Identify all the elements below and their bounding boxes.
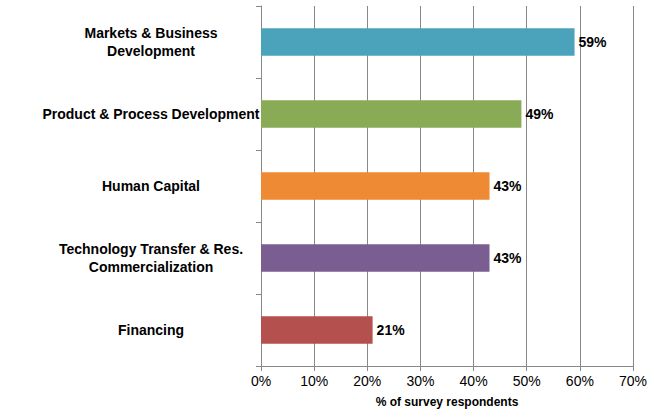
svg-text:60%: 60% xyxy=(566,373,594,389)
svg-text:Development: Development xyxy=(107,43,195,59)
svg-text:0%: 0% xyxy=(251,373,271,389)
svg-text:59%: 59% xyxy=(579,34,608,50)
svg-text:Technology Transfer & Res.: Technology Transfer & Res. xyxy=(59,241,243,257)
svg-text:Commercialization: Commercialization xyxy=(89,259,213,275)
svg-text:20%: 20% xyxy=(353,373,381,389)
svg-text:% of survey respondents: % of survey respondents xyxy=(376,395,519,409)
svg-text:70%: 70% xyxy=(619,373,647,389)
svg-text:50%: 50% xyxy=(513,373,541,389)
svg-text:10%: 10% xyxy=(300,373,328,389)
svg-text:Financing: Financing xyxy=(118,322,184,338)
svg-text:21%: 21% xyxy=(377,322,406,338)
svg-text:40%: 40% xyxy=(460,373,488,389)
svg-text:49%: 49% xyxy=(525,106,554,122)
svg-text:43%: 43% xyxy=(494,178,523,194)
svg-text:Human Capital: Human Capital xyxy=(102,178,200,194)
svg-text:43%: 43% xyxy=(494,250,523,266)
svg-text:Product & Process Development: Product & Process Development xyxy=(42,106,259,122)
svg-text:Markets & Business: Markets & Business xyxy=(84,25,217,41)
svg-text:30%: 30% xyxy=(406,373,434,389)
